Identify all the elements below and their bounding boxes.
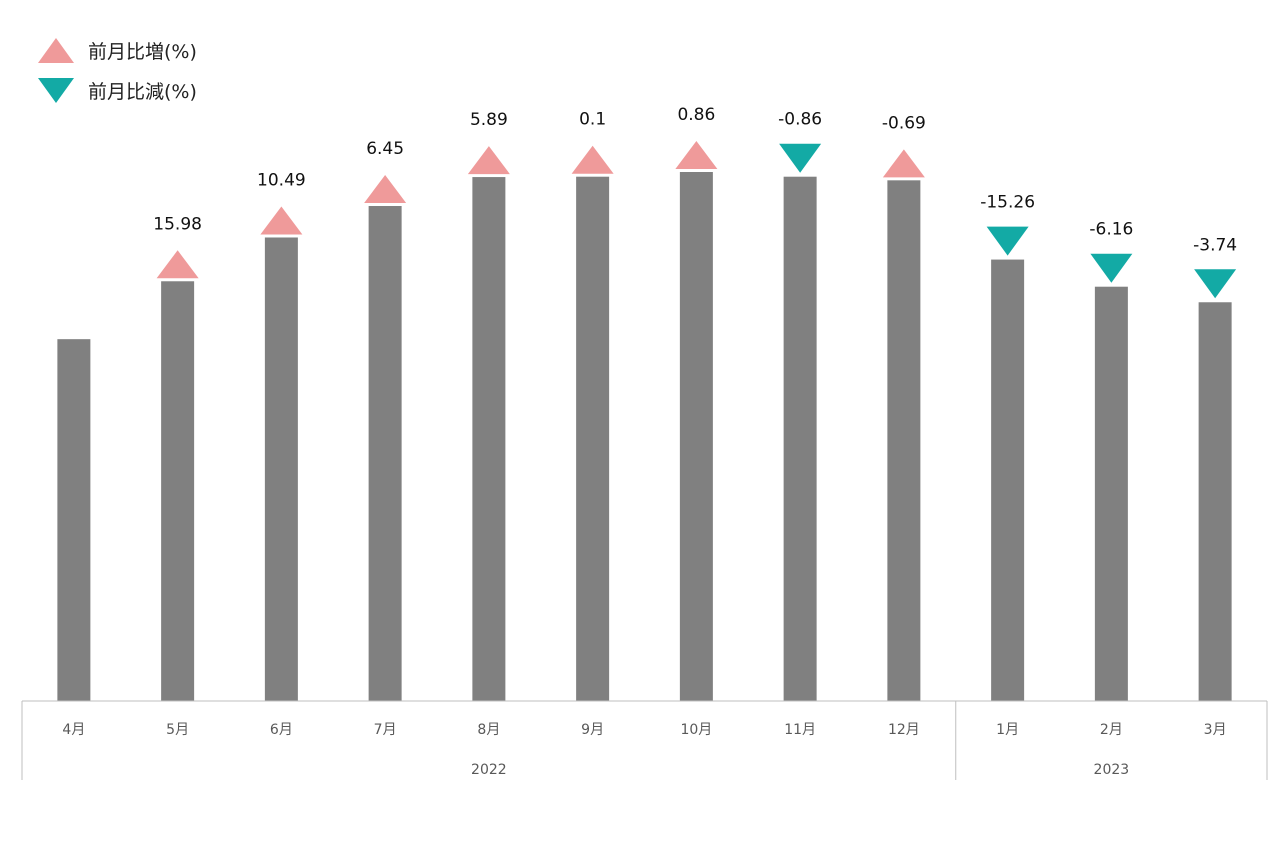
change-label-12: -3.74 [1193,235,1237,255]
year-label-2023: 2023 [1094,762,1130,778]
bar-9 [887,180,921,702]
triangle-up-icon [38,38,74,63]
x-tick-label: 4月 [62,722,85,738]
bar-10 [991,259,1025,701]
x-tick-label: 7月 [374,722,397,738]
x-tick-label: 9月 [581,722,604,738]
increase-marker-9 [882,149,925,178]
change-label-9: -0.69 [882,113,926,133]
x-tick-label: 12月 [888,722,920,738]
decrease-marker-8 [779,143,822,173]
bar-2 [161,281,195,701]
increase-marker-6 [571,145,614,174]
decrease-marker-10 [986,226,1029,256]
change-label-7: 0.86 [677,105,715,125]
decrease-marker-11 [1090,253,1133,283]
increase-marker-3 [260,206,303,235]
bar-3 [264,237,298,701]
x-tick-label: 3月 [1204,722,1227,738]
increase-marker-5 [467,146,510,175]
bar-5 [472,177,506,701]
x-tick-label: 11月 [784,722,816,738]
decrease-marker-12 [1194,269,1237,299]
triangle-down-icon [38,78,74,103]
increase-marker-7 [675,141,718,169]
chart-legend: 前月比増(%) 前月比減(%) [36,30,197,110]
x-tick-label: 8月 [477,722,500,738]
legend-label-increase: 前月比増(%) [88,40,197,63]
x-tick-label: 6月 [270,722,293,738]
year-label-2022: 2022 [471,762,507,778]
change-label-2: 15.98 [153,214,202,234]
legend-label-decrease: 前月比減(%) [88,80,197,103]
legend-item-decrease: 前月比減(%) [36,70,197,110]
increase-marker-2 [156,250,199,279]
increase-marker-4 [364,175,407,204]
change-label-8: -0.86 [778,110,822,130]
bar-12 [1198,302,1232,701]
change-label-10: -15.26 [980,193,1035,213]
bar-1 [57,339,91,701]
change-label-11: -6.16 [1089,220,1133,240]
x-tick-label: 10月 [680,722,712,738]
bar-6 [576,176,610,701]
change-label-4: 6.45 [366,139,404,159]
x-tick-label: 2月 [1100,722,1123,738]
bar-8 [783,176,817,701]
change-label-5: 5.89 [470,110,508,130]
legend-item-increase: 前月比増(%) [36,30,197,70]
x-tick-label: 1月 [996,722,1019,738]
x-tick-label: 5月 [166,722,189,738]
bar-4 [368,206,402,701]
change-label-3: 10.49 [257,170,306,190]
change-label-6: 0.1 [579,110,606,130]
bar-7 [679,172,713,701]
bar-11 [1094,286,1128,701]
